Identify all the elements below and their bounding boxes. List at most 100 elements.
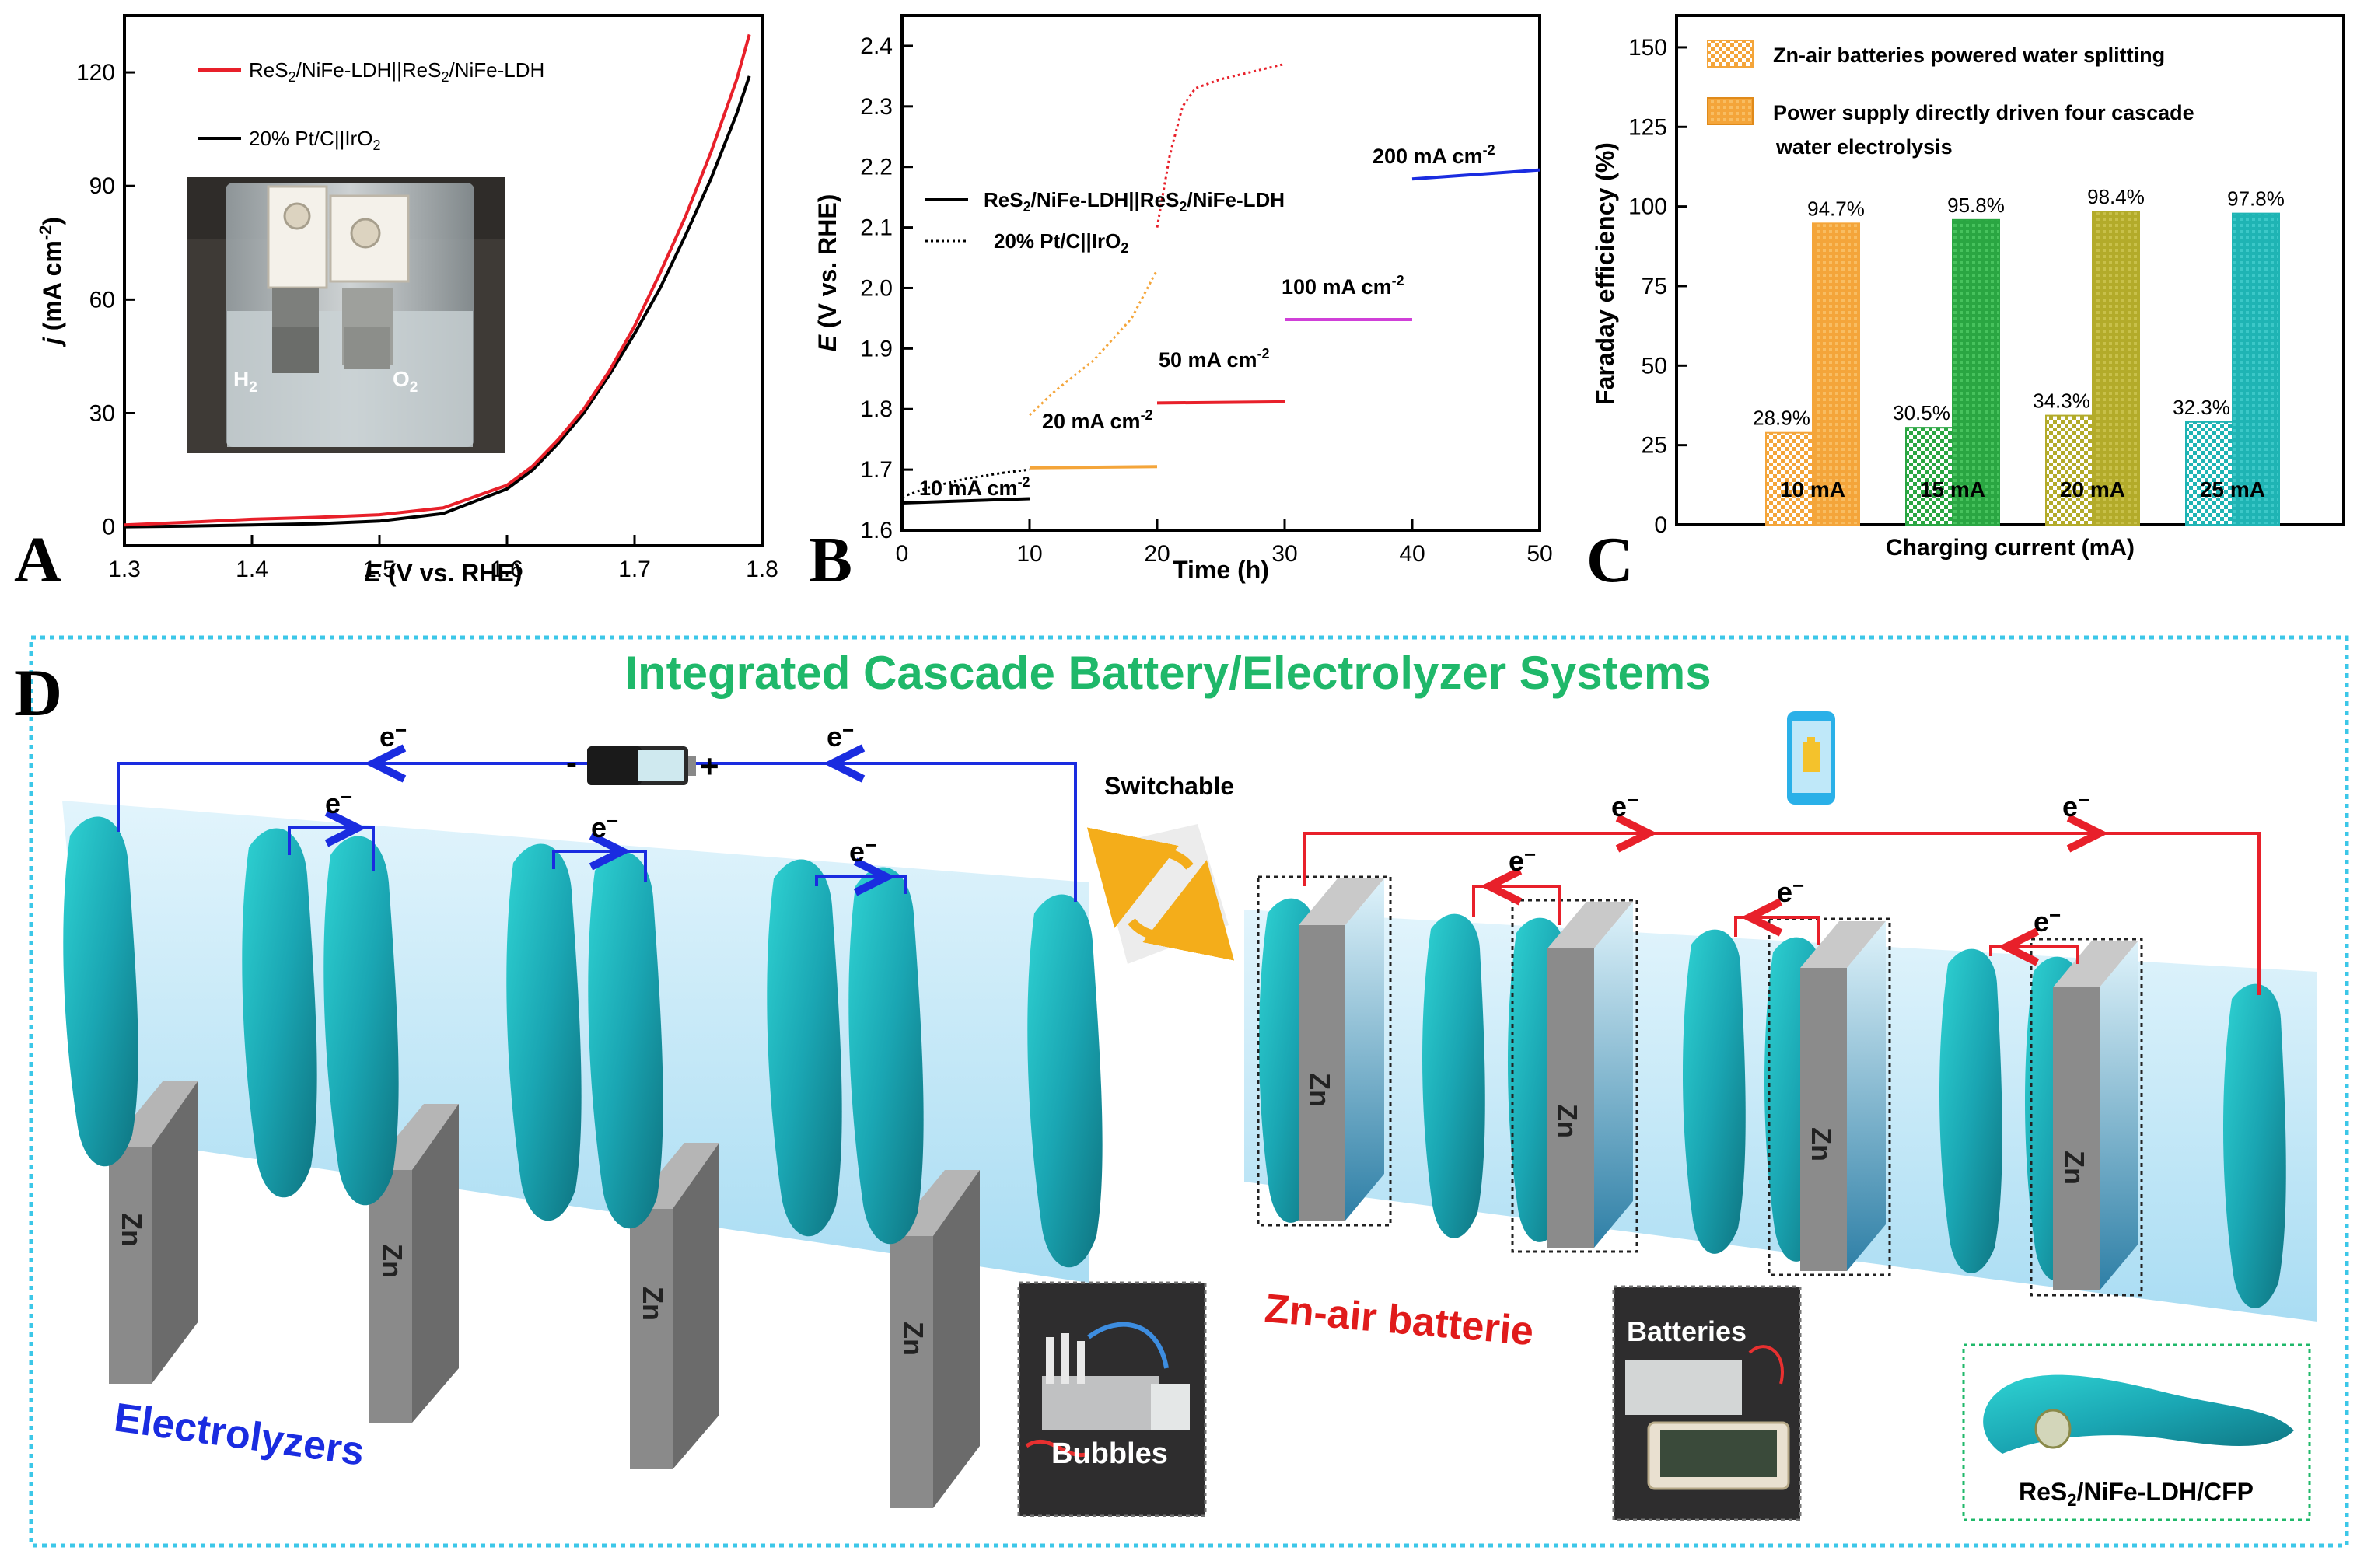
x-tick-label: 1.3 bbox=[108, 557, 141, 582]
category-label: 20 mA bbox=[2060, 477, 2125, 501]
panel-a-ticks: 1.3 1.4 1.5 1.6 1.7 1.8 0 30 60 90 120 bbox=[76, 60, 778, 582]
panel-b-ylabel: E (V vs. RHE) bbox=[813, 194, 841, 352]
zn-label: Zn bbox=[2058, 1151, 2090, 1185]
battery-circuit bbox=[1303, 832, 2261, 995]
electron-label: e− bbox=[827, 718, 854, 753]
panel-c-xlabel: Charging current (mA) bbox=[1886, 535, 2135, 560]
legend-2-label-line2: water electrolysis bbox=[1775, 135, 1953, 159]
zn-plate: Zn bbox=[890, 1170, 980, 1508]
electrolyzer-electron-labels: e− e− e− e− e− bbox=[325, 718, 876, 868]
x-tick-label: 1.6 bbox=[491, 557, 523, 582]
legend-dotted-label: 20% Pt/C||IrO2 bbox=[994, 229, 1128, 256]
bar-zn-air bbox=[2045, 414, 2093, 526]
y-tick-label: 100 bbox=[1628, 194, 1667, 220]
panel-a-ylabel: j (mA cm-2) bbox=[36, 217, 66, 347]
panel-b-curves bbox=[901, 62, 1540, 505]
x-tick-label: 1.5 bbox=[363, 557, 396, 582]
panel-b-letter: B bbox=[809, 524, 852, 596]
panel-a-xlabel: E (V vs. RHE) bbox=[365, 559, 523, 587]
x-tick-label: 10 bbox=[1016, 541, 1042, 567]
category-label: 25 mA bbox=[2200, 477, 2265, 501]
zn-label: Zn bbox=[897, 1322, 929, 1356]
cfp-inset: ReS2/NiFe-LDH/CFP bbox=[1962, 1343, 2311, 1521]
series-line bbox=[1028, 269, 1159, 417]
electron-label: e− bbox=[591, 809, 618, 843]
y-tick-label: 2.4 bbox=[860, 33, 893, 59]
cfp-label: ReS2/NiFe-LDH/CFP bbox=[2019, 1478, 2254, 1510]
y-tick-label: 30 bbox=[89, 401, 115, 427]
switchable-label: Switchable bbox=[1104, 772, 1234, 800]
x-tick-label: 30 bbox=[1271, 541, 1297, 567]
zn-label: Zn bbox=[637, 1287, 669, 1321]
zn-plate: Zn bbox=[109, 1081, 198, 1384]
legend-black-label: 20% Pt/C||IrO2 bbox=[249, 127, 380, 153]
batteries-photo: Batteries bbox=[1612, 1285, 1802, 1521]
battery-plus: + bbox=[700, 748, 719, 784]
bar-value-label: 95.8% bbox=[1947, 194, 2005, 217]
bar-value-label: 34.3% bbox=[2033, 389, 2090, 413]
y-tick-label: 90 bbox=[89, 173, 115, 199]
x-tick-label: 1.7 bbox=[618, 557, 651, 582]
bar-zn-air bbox=[1905, 427, 1953, 526]
zn-plate-face bbox=[1345, 878, 1384, 1221]
zn-plate-side bbox=[1800, 968, 1847, 1271]
panel-c-bars: 28.9% 94.7% 10 mA 30.5% 95.8% 15 mA 34.3% 98.4%… bbox=[1753, 185, 2285, 526]
bar-value-label: 28.9% bbox=[1753, 407, 1810, 430]
zn-label: Zn bbox=[1304, 1073, 1336, 1107]
panel-c: 0 25 50 75 100 125 150 28.9% 94.7% 10 mA 30.5% 95.… bbox=[1586, 14, 2345, 596]
y-tick-label: 1.6 bbox=[860, 518, 893, 543]
series-line bbox=[901, 468, 1030, 498]
zn-label: Zn bbox=[1806, 1127, 1838, 1161]
panel-b-ticks: 0 10 20 30 40 50 1.6 1.7 1.8 1.9 2.0 2.1 2.2 2.3 2.4 bbox=[860, 33, 1552, 567]
legend-2-label-line1: Power supply directly driven four cascad… bbox=[1773, 101, 2194, 124]
panel-b: 0 10 20 30 40 50 1.6 1.7 1.8 1.9 2.0 2.1 2.2 2.3 2.4 R… bbox=[809, 14, 1553, 596]
y-tick-label: 120 bbox=[76, 60, 115, 86]
electron-label: e− bbox=[1777, 874, 1804, 908]
phone-icon bbox=[1787, 711, 1835, 805]
x-tick-label: 0 bbox=[896, 541, 909, 567]
y-tick-label: 1.8 bbox=[860, 396, 893, 422]
zn-plate-face bbox=[1594, 902, 1633, 1248]
electrode-sheet bbox=[767, 859, 842, 1237]
panel-d: D Integrated Cascade Battery/Electrolyze… bbox=[14, 635, 2349, 1548]
electrode-sheet bbox=[63, 816, 138, 1167]
category-label: 15 mA bbox=[1920, 477, 1985, 501]
legend-1-swatch bbox=[1707, 40, 1754, 68]
y-tick-label: 0 bbox=[1654, 512, 1667, 538]
legend-2-swatch bbox=[1707, 97, 1754, 125]
series-line bbox=[1411, 168, 1540, 181]
zn-plate-side bbox=[1299, 925, 1345, 1221]
bar-zn-air bbox=[1765, 431, 1813, 526]
electrode-sheet bbox=[1939, 948, 2002, 1273]
panel-c-ylabel: Faraday efficiency (%) bbox=[1591, 142, 1619, 405]
y-tick-label: 2.1 bbox=[860, 215, 893, 241]
bar-power-supply bbox=[1812, 222, 1860, 526]
bubbles-photo: Bubbles bbox=[1017, 1281, 1207, 1517]
panel-a-photo-inset: H2 O2 bbox=[187, 177, 505, 453]
cell-outline bbox=[2030, 938, 2143, 1297]
x-tick-label: 40 bbox=[1399, 541, 1425, 567]
y-tick-label: 1.7 bbox=[860, 457, 893, 483]
panel-d-title: Integrated Cascade Battery/Electrolyzer … bbox=[624, 647, 1711, 699]
label-100ma: 100 mA cm-2 bbox=[1282, 273, 1404, 299]
electrode-sheet bbox=[588, 851, 663, 1229]
label-zn-air-batteries: Zn-air batterie bbox=[1263, 1286, 1535, 1354]
label-20ma: 20 mA cm-2 bbox=[1042, 407, 1153, 433]
y-tick-label: 2.2 bbox=[860, 155, 893, 180]
electron-label: e− bbox=[849, 833, 876, 868]
bubbles-label: Bubbles bbox=[1051, 1437, 1168, 1470]
panel-a-letter: A bbox=[14, 524, 61, 596]
cell-outline bbox=[1768, 917, 1891, 1276]
main-wire bbox=[1303, 832, 2261, 995]
bar-value-label: 98.4% bbox=[2087, 185, 2145, 208]
zn-plate: Zn bbox=[369, 1104, 459, 1423]
zn-plate-top bbox=[1299, 878, 1384, 925]
y-tick-label: 50 bbox=[1642, 353, 1667, 379]
zn-plate-side bbox=[2053, 987, 2100, 1290]
zn-plate-top bbox=[1547, 902, 1633, 948]
electrode-sheet bbox=[323, 836, 399, 1206]
panel-b-axes bbox=[900, 14, 1541, 532]
x-tick-label: 50 bbox=[1526, 541, 1552, 567]
panel-d-border bbox=[29, 635, 2349, 1548]
electron-label: e− bbox=[1509, 843, 1536, 877]
